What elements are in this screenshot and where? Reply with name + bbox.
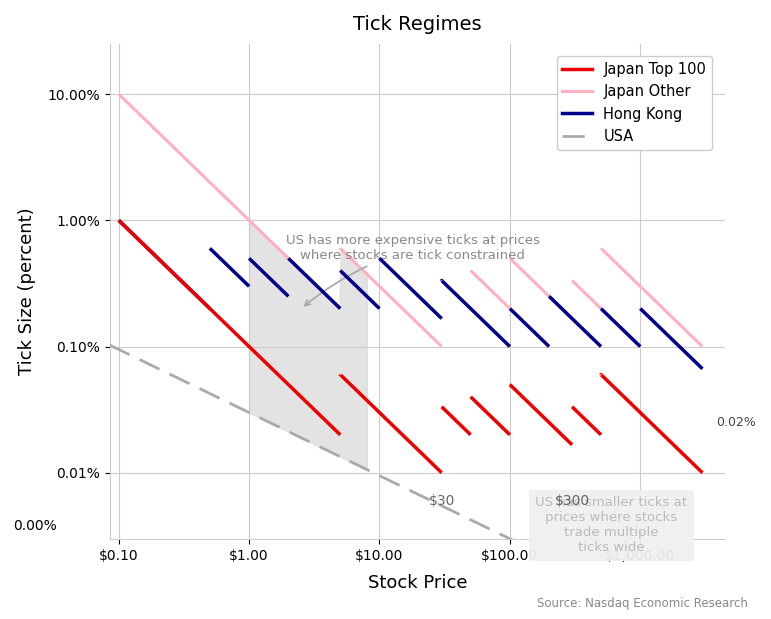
- X-axis label: Stock Price: Stock Price: [368, 574, 467, 592]
- Text: US has more expensive ticks at prices
where stocks are tick constrained: US has more expensive ticks at prices wh…: [286, 235, 540, 306]
- Text: $30: $30: [429, 494, 455, 508]
- Text: 0.00%: 0.00%: [13, 519, 57, 533]
- Text: Source: Nasdaq Economic Research: Source: Nasdaq Economic Research: [537, 597, 748, 610]
- Text: 0.02%: 0.02%: [715, 416, 756, 429]
- Text: $300: $300: [554, 494, 590, 508]
- Legend: Japan Top 100, Japan Other, Hong Kong, USA: Japan Top 100, Japan Other, Hong Kong, U…: [557, 56, 712, 150]
- Title: Tick Regimes: Tick Regimes: [353, 15, 482, 34]
- Y-axis label: Tick Size (percent): Tick Size (percent): [18, 207, 36, 375]
- Text: US has smaller ticks at
prices where stocks
trade multiple
ticks wide: US has smaller ticks at prices where sto…: [535, 496, 687, 555]
